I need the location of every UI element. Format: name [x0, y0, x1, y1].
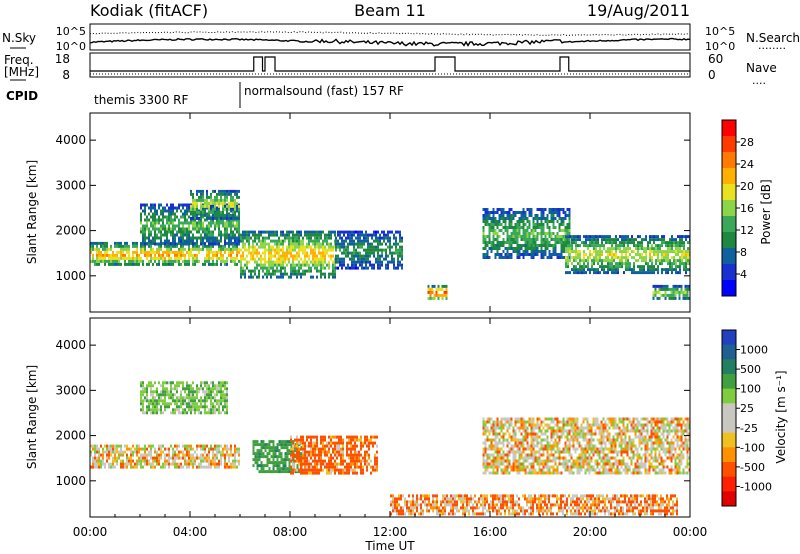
velocity-y-axis: 1000 2000 3000 4000 [55, 338, 690, 488]
velocity-ylabel: Slant Range [km] [25, 365, 39, 469]
freq-label-line2: [MHz] [4, 65, 39, 79]
colorbar-swatch [722, 418, 736, 434]
power-colorbar-label: Power [dB] [759, 179, 773, 244]
nsky-label: N.Sky [2, 31, 36, 45]
nsearch-trace [89, 31, 691, 37]
colorbar-frame [721, 329, 737, 507]
y-tick-label: 3000 [55, 178, 86, 192]
x-tick-label: 00:00 [673, 525, 708, 539]
colorbar-swatch [722, 184, 736, 201]
colorbar-swatch [722, 388, 736, 404]
colorbar-swatch [722, 403, 736, 419]
colorbar-swatch [722, 374, 736, 390]
x-tick-label: 00:00 [73, 525, 108, 539]
y-tick-label: 4000 [55, 338, 86, 352]
colorbar-tick-label: 4 [740, 268, 747, 281]
colorbar-swatch [722, 280, 736, 297]
colorbar-swatch [722, 447, 736, 463]
velocity-colorbar: 1000 500 100 25 -25 -100 -500 -1000 [721, 329, 772, 507]
colorbar-swatch [722, 432, 736, 448]
freq-tick-bottom: 8 [62, 68, 70, 82]
colorbar-tick-label: -1000 [740, 480, 772, 493]
colorbar-swatch [722, 491, 736, 507]
colorbar-tick-label: -25 [740, 422, 758, 435]
nave-legend: .... [752, 74, 766, 87]
cpid-label: CPID [6, 89, 38, 103]
colorbar-swatch [722, 120, 736, 137]
power-y-axis: 1000 2000 3000 4000 [55, 133, 690, 283]
colorbar-swatch [722, 359, 736, 375]
y-tick-label: 1000 [55, 474, 86, 488]
colorbar-tick-label: 500 [740, 363, 761, 376]
x-tick-label: 08:00 [273, 525, 308, 539]
x-tick-label: 04:00 [173, 525, 208, 539]
velocity-panel-frame [89, 317, 691, 518]
colorbar-tick-label: 1000 [740, 344, 768, 357]
colorbar-tick-label: -100 [740, 441, 765, 454]
freq-tick-top: 18 [55, 52, 70, 66]
colorbar-swatch [722, 200, 736, 217]
nave-tick-top: 60 [708, 52, 723, 66]
colorbar-swatch [722, 462, 736, 478]
colorbar-tick-label: -500 [740, 461, 765, 474]
nsky-trace [89, 37, 691, 47]
x-tick-label: 16:00 [473, 525, 508, 539]
nave-tick-bottom: 0 [708, 68, 716, 82]
freq-label-line1: Freq. [4, 53, 34, 67]
colorbar-swatch [722, 216, 736, 233]
power-colorbar: 28 24 20 16 12 8 4 [721, 119, 754, 297]
colorbar-swatch [722, 136, 736, 153]
y-tick-label: 1000 [55, 269, 86, 283]
nsearch-tick-top: 10^5 [705, 25, 735, 38]
nave-label: Nave [746, 61, 777, 75]
nsearch-label: N.Search [746, 31, 800, 45]
colorbar-tick-label: 28 [740, 136, 754, 149]
time-axis-label: Time UT [364, 539, 415, 553]
nsky-panel [89, 23, 691, 51]
colorbar-swatch [722, 476, 736, 492]
freq-panel [89, 52, 691, 78]
nsky-tick-bottom: 10^0 [56, 40, 86, 53]
colorbar-swatch [722, 248, 736, 265]
date-title: 19/Aug/2011 [587, 1, 690, 20]
cpid-mode-1: themis 3300 RF [94, 93, 188, 107]
y-tick-label: 2000 [55, 224, 86, 238]
colorbar-swatch [722, 152, 736, 169]
colorbar-tick-label: 25 [740, 402, 754, 415]
y-tick-label: 4000 [55, 133, 86, 147]
colorbar-swatch [722, 264, 736, 281]
x-tick-label: 20:00 [573, 525, 608, 539]
colorbar-swatch [722, 330, 736, 346]
freq-trace [90, 56, 690, 72]
station-title: Kodiak (fitACF) [90, 1, 208, 20]
colorbar-tick-label: 8 [740, 246, 747, 259]
nsearch-legend: ........ [758, 39, 786, 52]
y-tick-label: 2000 [55, 429, 86, 443]
colorbar-tick-label: 100 [740, 383, 761, 396]
colorbar-swatch [722, 168, 736, 185]
power-ylabel: Slant Range [km] [25, 160, 39, 264]
velocity-heatmap [90, 381, 690, 516]
beam-title: Beam 11 [354, 1, 426, 20]
colorbar-swatch [722, 344, 736, 360]
power-heatmap [90, 189, 690, 300]
colorbar-tick-label: 20 [740, 180, 754, 193]
velocity-colorbar-label: Velocity [m s⁻¹] [774, 370, 788, 463]
y-tick-label: 3000 [55, 383, 86, 397]
nsearch-tick-bottom: 10^0 [705, 40, 735, 53]
colorbar-swatch [722, 232, 736, 249]
x-tick-label: 12:00 [373, 525, 408, 539]
nsky-tick-top: 10^5 [56, 25, 86, 38]
colorbar-tick-label: 12 [740, 224, 754, 237]
colorbar-tick-label: 16 [740, 202, 754, 215]
time-axis: 00:00 04:00 08:00 12:00 16:00 20:00 00:00 [73, 113, 708, 539]
colorbar-tick-label: 24 [740, 158, 754, 171]
cpid-mode-2: normalsound (fast) 157 RF [244, 84, 404, 98]
